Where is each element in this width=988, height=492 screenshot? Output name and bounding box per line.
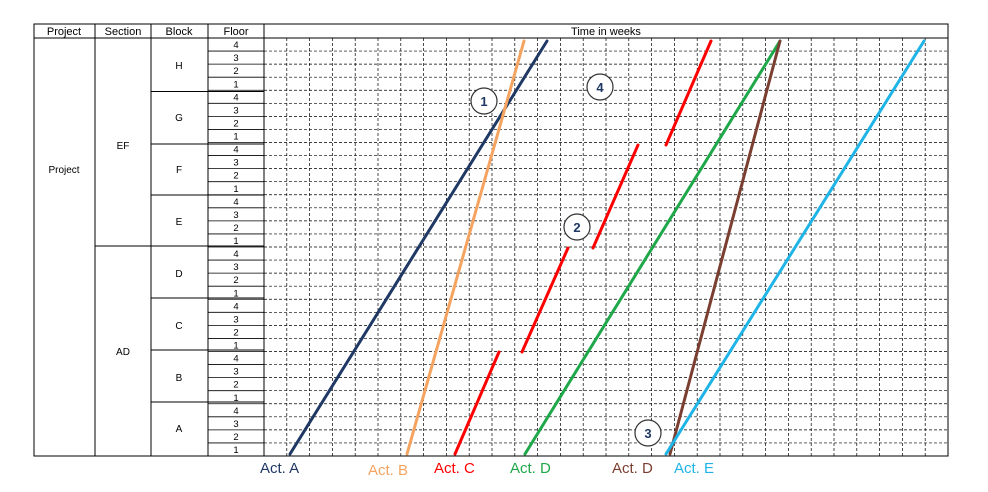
floor-label: 3 [233,158,238,169]
header-section: Section [105,26,142,38]
table-header: Project Section Block Floor Time in week… [47,26,642,38]
floor-label: 1 [233,393,238,404]
floor-label: 2 [233,432,238,443]
block-label-d: D [175,269,182,280]
block-label-c: C [175,321,182,332]
marker-2: 2 [563,213,591,241]
floor-label: 4 [233,406,238,417]
floor-label: 4 [233,40,238,51]
act-b-line [405,39,526,456]
floor-label: 1 [233,445,238,456]
marker-4: 4 [586,73,614,101]
block-label-h: H [175,61,182,72]
block-labels: H G F E D C B A [175,61,183,435]
floor-label: 1 [233,132,238,143]
svg-text:4: 4 [596,80,604,95]
floor-label: 2 [233,380,238,391]
act-c-label: Act. C [434,460,475,477]
floor-label: 3 [233,367,238,378]
floor-row-lines [208,50,264,444]
floor-label: 4 [233,92,238,103]
floor-label: 3 [233,419,238,430]
floor-label: 3 [233,210,238,221]
act-e-label: Act. E [674,460,714,477]
marker-3: 3 [634,419,662,447]
floor-label: 2 [233,327,238,338]
block-label-e: E [176,217,183,228]
floor-label: 3 [233,314,238,325]
svg-text:2: 2 [573,220,580,235]
svg-text:3: 3 [644,426,651,441]
marker-1: 1 [470,87,498,115]
act-e-line [664,39,926,456]
act-a-line [288,39,549,456]
floor-label: 1 [233,341,238,352]
floor-labels: 4 3 2 1 4 3 2 1 4 3 2 1 4 3 2 1 4 3 2 1 4 3 2 1 4 3 2 1 4 3 2 1 [233,40,238,456]
section-ef-label: EF [117,141,130,152]
floor-label: 2 [233,66,238,77]
act-d-brown-label: Act. D [612,460,653,477]
time-grid [264,38,948,456]
markers: 1 2 3 4 [470,73,662,447]
floor-label: 4 [233,301,238,312]
activity-lines [288,39,926,456]
activity-labels: Act. A Act. B Act. C Act. D Act. D Act. … [260,460,714,479]
floor-label: 2 [233,223,238,234]
header-time-in-weeks: Time in weeks [571,26,641,38]
block-label-f: F [176,165,182,176]
section-ad-label: AD [116,347,130,358]
floor-label: 2 [233,118,238,129]
act-d-green-line [523,39,782,456]
floor-label: 4 [233,354,238,365]
floor-label: 2 [233,275,238,286]
act-a-label: Act. A [260,460,299,477]
floor-label: 2 [233,171,238,182]
floor-label: 1 [233,79,238,90]
floor-label: 3 [233,105,238,116]
project-label: Project [48,165,79,176]
floor-label: 3 [233,53,238,64]
act-b-label: Act. B [368,462,408,479]
svg-text:1: 1 [480,94,487,109]
act-d-green-label: Act. D [510,460,551,477]
act-d-brown-line [668,39,782,456]
floor-label: 4 [233,197,238,208]
floor-label: 3 [233,262,238,273]
act-c-line [453,39,713,456]
floor-label: 1 [233,288,238,299]
floor-label: 1 [233,184,238,195]
floor-label: 4 [233,249,238,260]
floor-label: 4 [233,145,238,156]
block-label-a: A [176,424,183,435]
header-block: Block [166,26,193,38]
block-label-g: G [175,113,183,124]
header-floor: Floor [223,26,248,38]
floor-label: 1 [233,236,238,247]
block-label-b: B [176,373,183,384]
header-project: Project [47,26,81,38]
